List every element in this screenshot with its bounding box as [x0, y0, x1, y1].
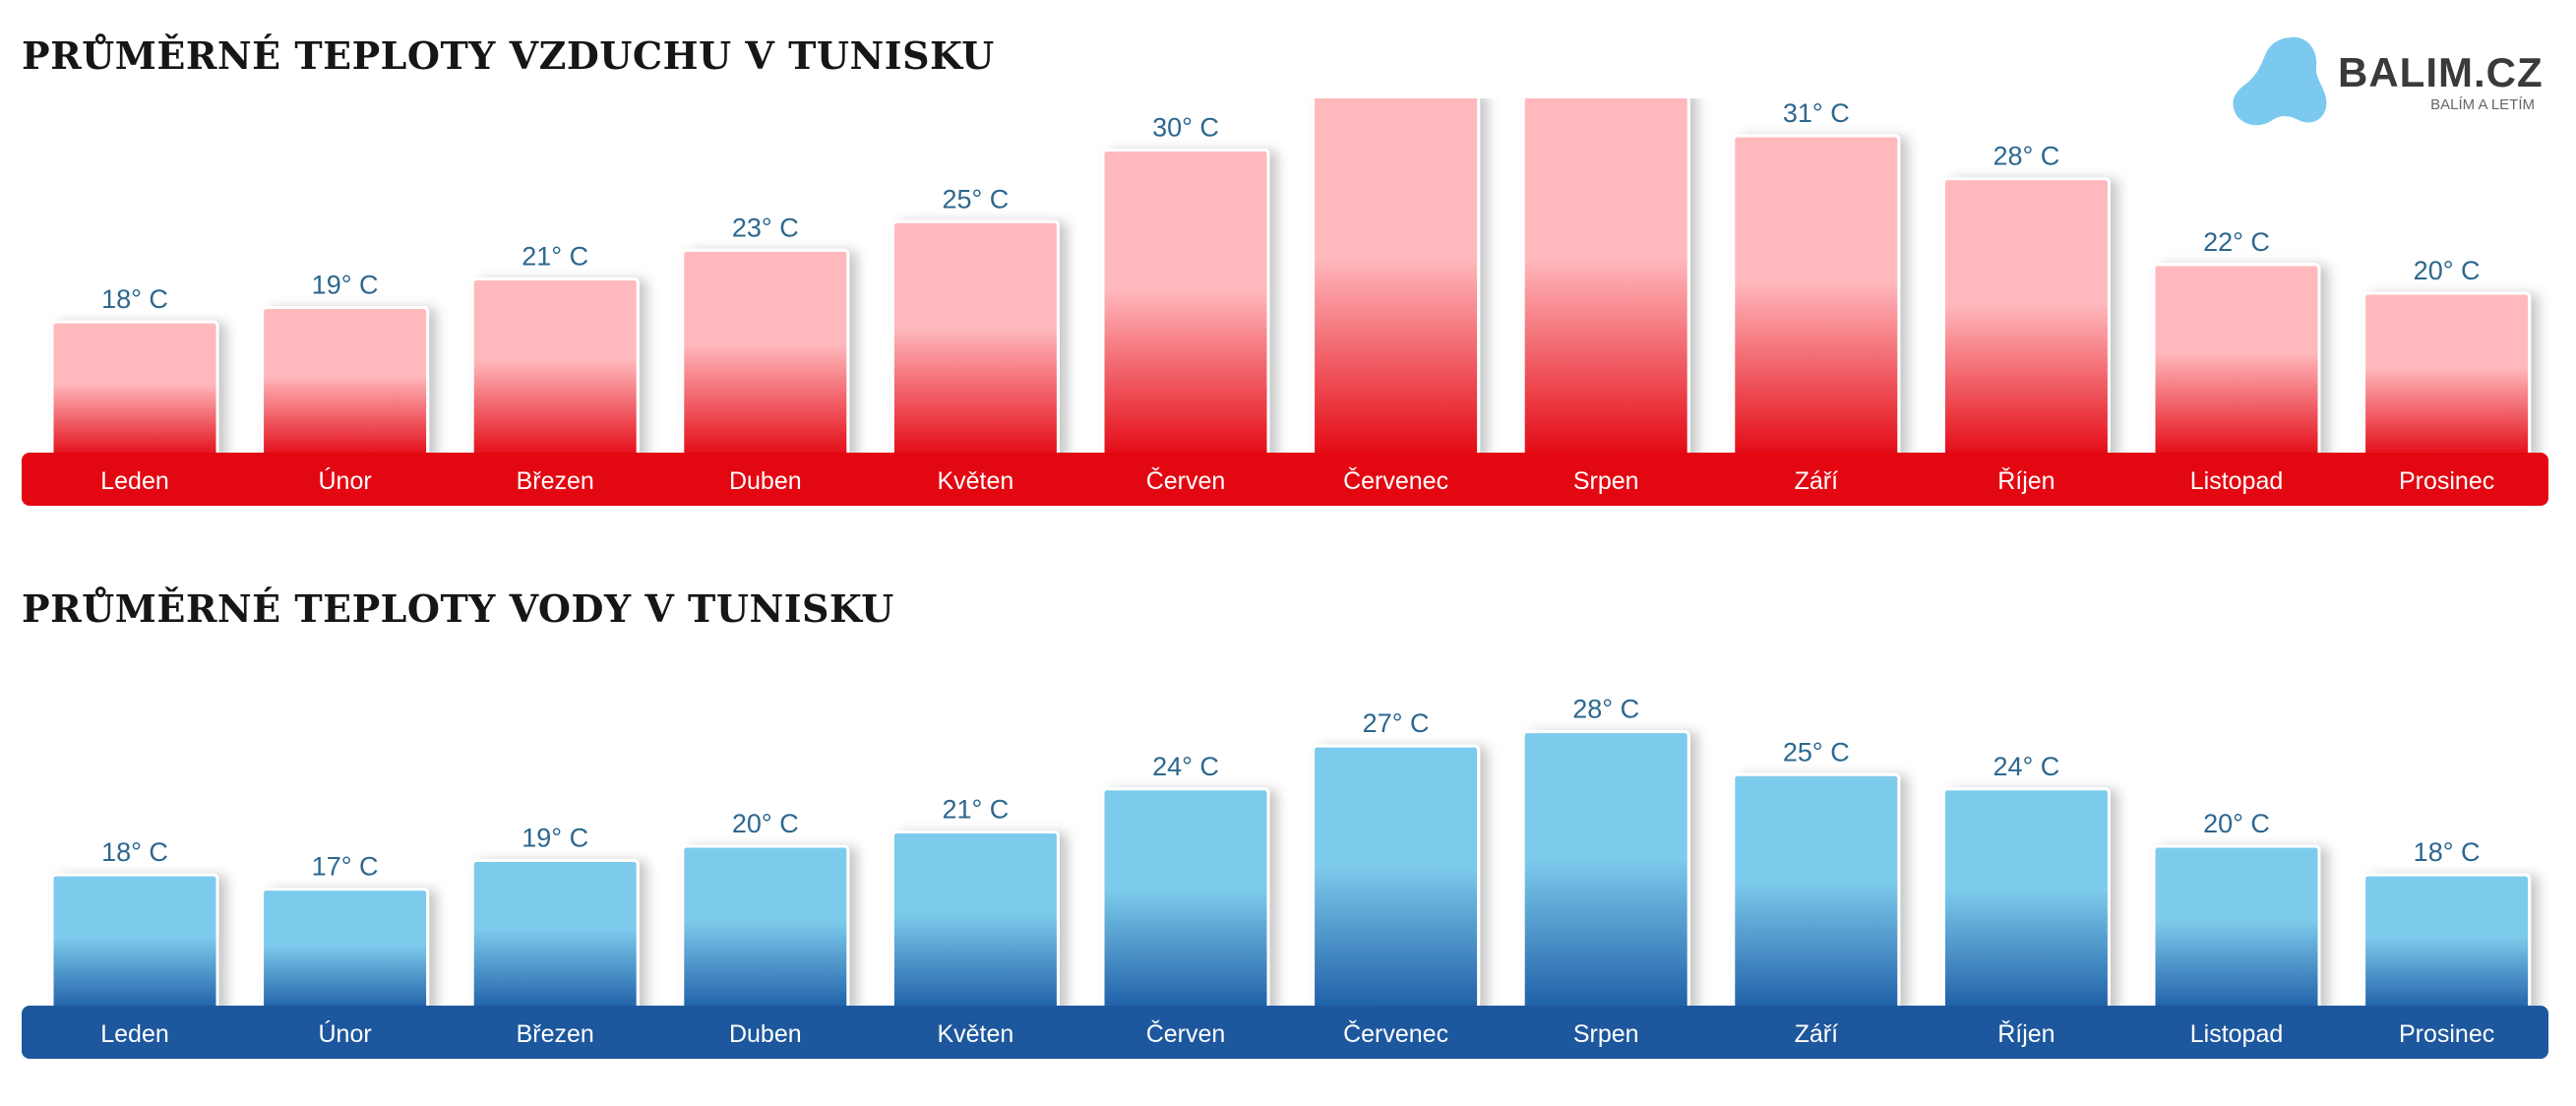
air-value-label: 30° C	[1152, 113, 1219, 143]
water-value-label: 19° C	[521, 824, 588, 853]
air-month-label: Září	[1795, 467, 1839, 495]
air-value-label: 28° C	[1993, 142, 2059, 171]
water-value-label: 20° C	[732, 809, 799, 838]
water-month-label: Červen	[1146, 1019, 1226, 1048]
air-month-label: Březen	[517, 467, 594, 495]
water-bar	[1312, 744, 1481, 1014]
air-value-label: 19° C	[312, 271, 379, 300]
logo-name: BALIM.CZ	[2338, 49, 2544, 95]
air-month-label: Červen	[1146, 466, 1226, 495]
air-value-label: 20° C	[2414, 256, 2481, 285]
air-bar	[681, 248, 850, 461]
air-chart-title: PRŮMĚRNÉ TEPLOTY VZDUCHU V TUNISKU	[22, 33, 995, 78]
water-chart-title: PRŮMĚRNÉ TEPLOTY VODY V TUNISKU	[22, 586, 894, 631]
water-bar	[1732, 772, 1901, 1014]
air-bar	[1312, 98, 1481, 461]
water-month-label: Listopad	[2190, 1020, 2284, 1048]
water-value-label: 28° C	[1572, 695, 1639, 724]
water-drop-blob-icon	[2233, 36, 2327, 126]
water-value-label: 20° C	[2203, 809, 2270, 838]
air-value-label: 23° C	[732, 213, 799, 242]
air-month-strip	[22, 453, 2548, 506]
water-month-label: Prosinec	[2399, 1020, 2494, 1048]
air-bar	[1941, 177, 2111, 461]
water-value-label: 17° C	[312, 852, 379, 882]
air-bar	[470, 276, 640, 461]
air-temperature-chart: 18° C19° C21° C23° C25° C30° C34° C34° C…	[0, 98, 2576, 541]
air-bar	[1101, 149, 1270, 461]
water-bar	[681, 844, 850, 1014]
water-month-label: Duben	[729, 1020, 802, 1048]
air-bar	[1521, 98, 1690, 461]
air-month-label: Srpen	[1573, 467, 1639, 495]
air-bar	[2152, 263, 2321, 461]
water-bar	[1101, 787, 1270, 1014]
air-month-label: Říjen	[1997, 466, 2055, 495]
water-value-label: 18° C	[2414, 837, 2481, 867]
air-month-label: Duben	[729, 467, 802, 495]
air-month-label: Listopad	[2190, 467, 2284, 495]
air-value-label: 22° C	[2203, 227, 2270, 257]
water-value-label: 24° C	[1152, 752, 1219, 781]
water-bar	[1521, 730, 1690, 1014]
air-temperature-svg: 18° C19° C21° C23° C25° C30° C34° C34° C…	[22, 98, 2548, 506]
air-value-label: 25° C	[942, 184, 1009, 214]
water-value-label: 27° C	[1363, 708, 1430, 738]
water-value-label: 21° C	[942, 794, 1009, 824]
water-month-label: Září	[1795, 1020, 1839, 1048]
water-month-label: Únor	[319, 1019, 372, 1048]
water-bar	[2362, 873, 2532, 1014]
air-value-label: 18° C	[101, 284, 168, 314]
air-month-label: Leden	[100, 467, 169, 495]
air-bar	[890, 219, 1060, 461]
water-bar	[890, 830, 1060, 1014]
air-bar	[50, 320, 219, 461]
water-month-label: Květen	[937, 1020, 1013, 1048]
water-value-label: 24° C	[1993, 752, 2059, 781]
air-value-label: 21° C	[521, 241, 588, 271]
air-value-label: 31° C	[1783, 98, 1850, 128]
air-bar	[1732, 134, 1901, 461]
air-month-label: Únor	[319, 466, 372, 495]
water-bar	[50, 873, 219, 1014]
water-month-strip	[22, 1006, 2548, 1059]
water-bar	[2152, 844, 2321, 1014]
air-bar	[261, 306, 430, 461]
water-value-label: 18° C	[101, 837, 168, 867]
water-bar	[1941, 787, 2111, 1014]
balim-logo[interactable]: BALIM.CZ BALÍM A LETÍM	[2232, 35, 2546, 134]
water-temperature-svg: 18° C 17° C 19° C 20° C 21° C 24° C 27° C 28° C…	[22, 695, 2548, 1059]
air-month-label: Prosinec	[2399, 467, 2494, 495]
water-month-label: Leden	[100, 1020, 169, 1048]
air-month-label: Květen	[937, 467, 1013, 495]
water-value-label: 25° C	[1783, 737, 1850, 767]
water-bar	[470, 859, 640, 1014]
air-month-label: Červenec	[1343, 466, 1448, 495]
water-month-label: Březen	[517, 1020, 594, 1048]
water-temperature-chart: 18° C 17° C 19° C 20° C 21° C 24° C 27° C 28° C…	[0, 651, 2576, 1094]
logo-tagline: BALÍM A LETÍM	[2430, 96, 2535, 113]
water-bar	[261, 888, 430, 1014]
air-bar	[2362, 291, 2532, 461]
water-month-label: Říjen	[1997, 1019, 2055, 1048]
water-month-label: Červenec	[1343, 1019, 1448, 1048]
water-month-label: Srpen	[1573, 1020, 1639, 1048]
